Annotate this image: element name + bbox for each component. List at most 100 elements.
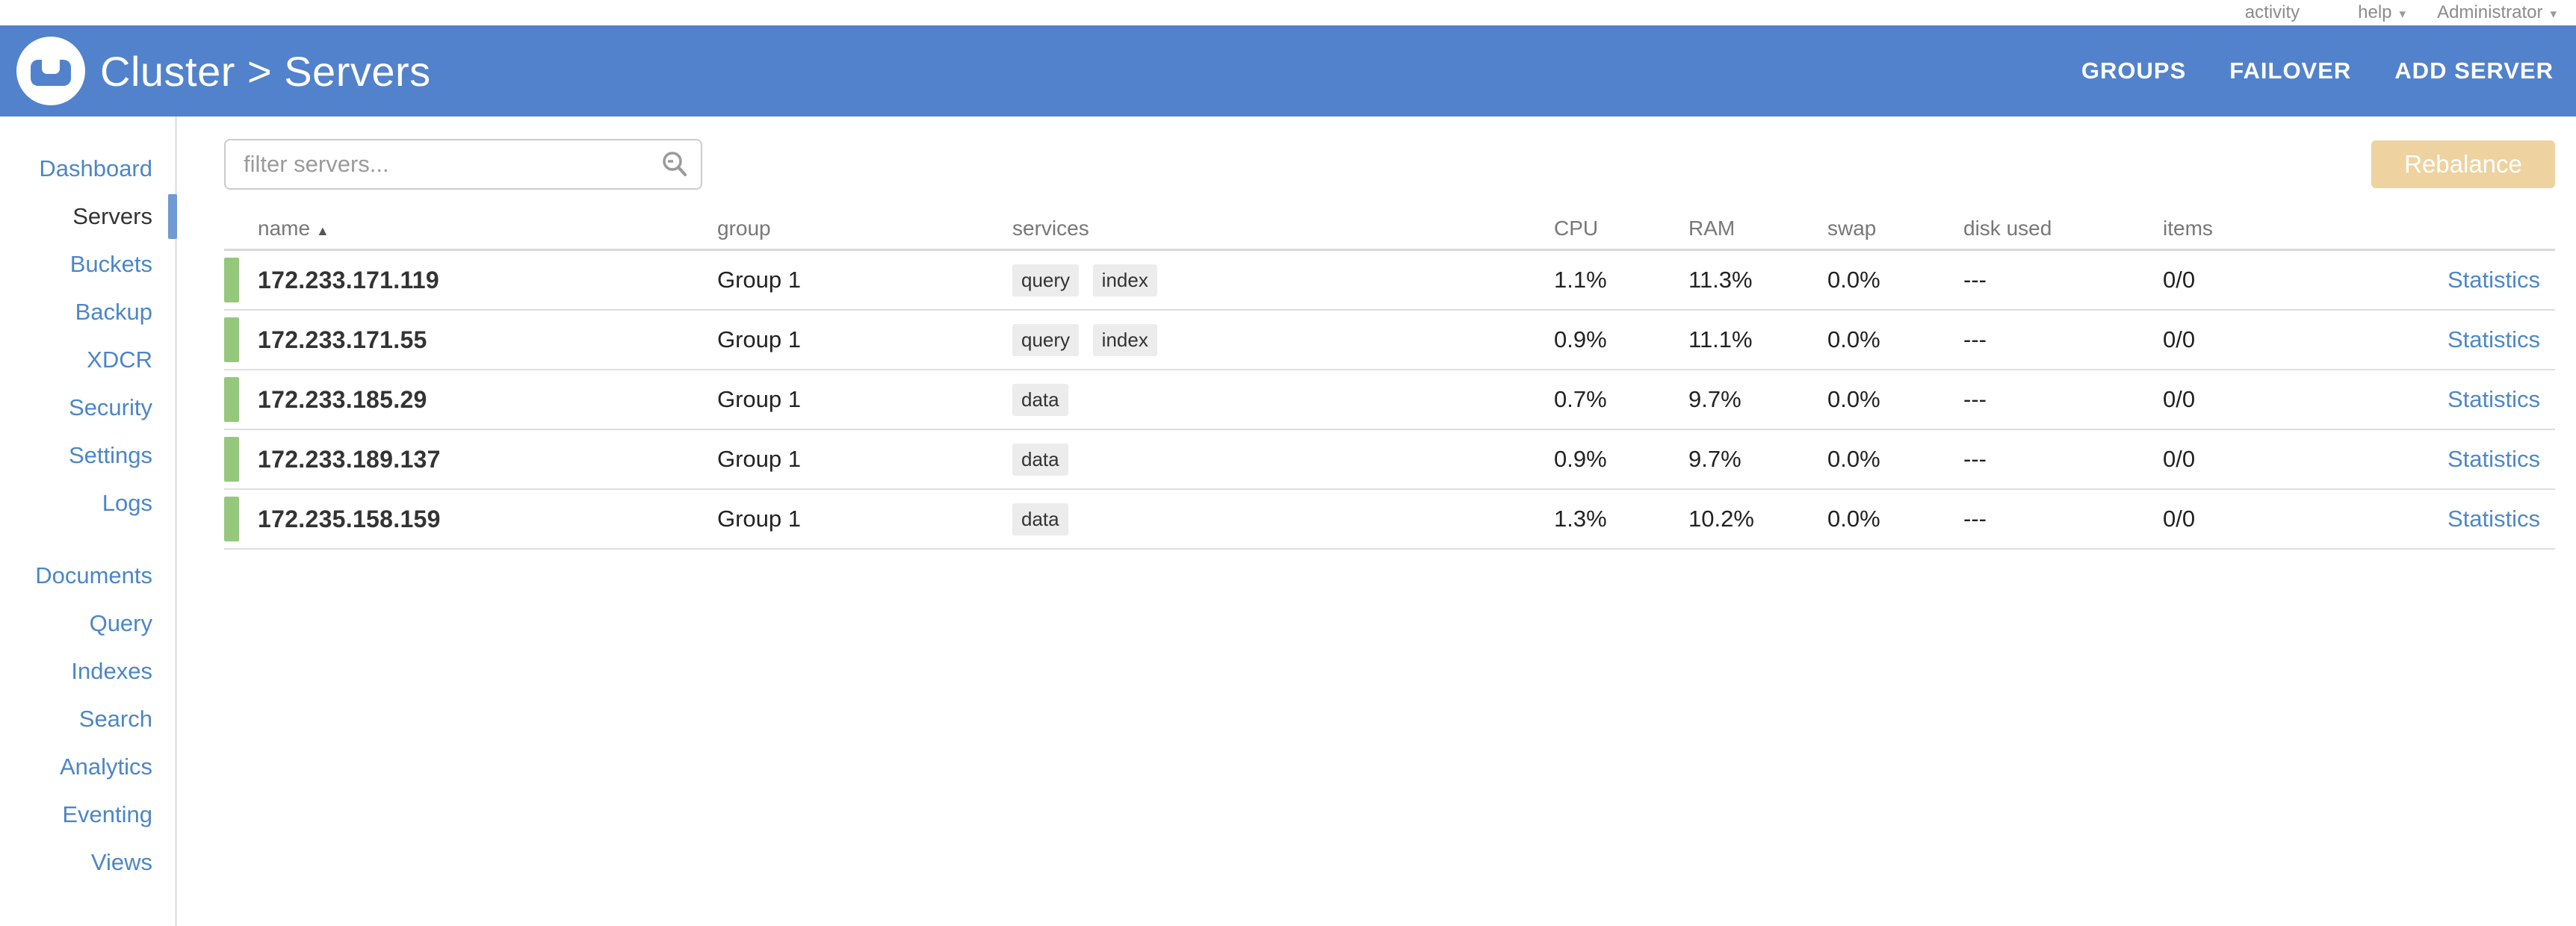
sort-asc-icon: ▲: [316, 223, 329, 238]
server-disk-used: ---: [1963, 326, 1987, 352]
help-menu[interactable]: help ▾: [2358, 2, 2406, 23]
server-group: Group 1: [717, 506, 802, 532]
service-badge: query: [1012, 264, 1080, 296]
statistics-cell: Statistics: [2372, 267, 2555, 293]
server-name: 172.233.185.29: [258, 385, 427, 413]
server-items: 0/0: [2163, 267, 2196, 293]
server-swap: 0.0%: [1827, 506, 1880, 532]
column-header-items[interactable]: items: [2163, 216, 2213, 240]
sidebar-item[interactable]: Security: [69, 394, 152, 420]
servers-toolbar: Rebalance: [224, 139, 2555, 190]
sidebar-item[interactable]: Views: [90, 849, 152, 875]
column-header-group[interactable]: group: [717, 216, 771, 240]
servers-table: name ▲ group services CPU RAM swap disk u…: [224, 208, 2555, 550]
user-menu[interactable]: Administrator ▾: [2437, 2, 2557, 23]
service-badge: index: [1092, 323, 1157, 356]
server-ram: 9.7%: [1688, 386, 1741, 412]
column-header-cpu[interactable]: CPU: [1554, 216, 1599, 240]
service-badge: query: [1012, 323, 1080, 356]
server-row: 172.233.171.55 Group 1 query index 0.9% …: [224, 311, 2555, 370]
sidebar-item[interactable]: Analytics: [59, 753, 152, 780]
sidebar-item[interactable]: XDCR: [87, 347, 152, 373]
failover-button[interactable]: FAILOVER: [2229, 58, 2352, 84]
page-title: Cluster > Servers: [100, 47, 431, 95]
server-row: 172.235.158.159 Group 1 data 1.3% 10.2% …: [224, 490, 2555, 550]
column-header-name[interactable]: name ▲: [258, 217, 717, 240]
server-name: 172.233.171.119: [258, 266, 439, 293]
column-header-disk-used[interactable]: disk used: [1963, 216, 2052, 240]
add-server-button[interactable]: ADD SERVER: [2394, 58, 2554, 84]
server-name: 172.233.189.137: [258, 445, 441, 473]
table-header-row: name ▲ group services CPU RAM swap disk u…: [224, 208, 2555, 251]
server-items: 0/0: [2163, 446, 2196, 472]
server-services: query index: [1012, 264, 1554, 296]
sidebar-item[interactable]: Documents: [35, 562, 152, 588]
statistics-cell: Statistics: [2372, 326, 2555, 353]
service-badge: index: [1092, 264, 1157, 296]
server-cpu: 1.1%: [1554, 267, 1607, 293]
help-label: help: [2358, 2, 2392, 22]
service-badge: data: [1012, 503, 1068, 535]
sidebar-item[interactable]: Search: [78, 706, 152, 732]
service-badge: data: [1012, 443, 1068, 476]
activity-link[interactable]: activity: [2244, 2, 2300, 22]
status-cell: [224, 377, 258, 422]
column-header-services[interactable]: services: [1012, 216, 1089, 240]
server-swap: 0.0%: [1827, 326, 1880, 352]
server-items: 0/0: [2163, 386, 2196, 412]
statistics-link[interactable]: Statistics: [2447, 326, 2540, 352]
server-status-indicator: [224, 258, 239, 302]
server-group: Group 1: [717, 326, 802, 352]
column-header-swap[interactable]: swap: [1827, 216, 1877, 240]
server-group: Group 1: [717, 446, 802, 472]
server-cpu: 0.9%: [1554, 446, 1607, 472]
server-row: 172.233.185.29 Group 1 data 0.7% 9.7% 0.…: [224, 370, 2555, 430]
server-status-indicator: [224, 497, 239, 541]
sidebar-item[interactable]: Query: [89, 610, 152, 636]
groups-button[interactable]: GROUPS: [2081, 58, 2187, 84]
sidebar-item[interactable]: Servers: [0, 193, 177, 240]
server-services: data: [1012, 383, 1554, 416]
server-swap: 0.0%: [1827, 446, 1880, 472]
statistics-link[interactable]: Statistics: [2447, 446, 2540, 472]
column-header-name-label: name: [258, 216, 311, 240]
sidebar-item[interactable]: Backup: [75, 299, 152, 325]
statistics-link[interactable]: Statistics: [2447, 267, 2540, 293]
top-utility-bar: activity help ▾ Administrator ▾: [0, 0, 2576, 25]
content-shell: Dashboard Servers Buckets Backup XDCR Se…: [0, 116, 2576, 926]
column-header-ram[interactable]: RAM: [1688, 216, 1736, 240]
server-swap: 0.0%: [1827, 267, 1880, 293]
server-disk-used: ---: [1963, 386, 1987, 412]
server-cpu: 0.9%: [1554, 326, 1607, 352]
server-items: 0/0: [2163, 326, 2196, 352]
chevron-down-icon: ▾: [2399, 7, 2406, 21]
sidebar-item[interactable]: Logs: [102, 490, 152, 516]
server-ram: 11.3%: [1688, 267, 1753, 293]
sidebar-item[interactable]: Buckets: [69, 251, 152, 277]
rebalance-button[interactable]: Rebalance: [2371, 140, 2555, 188]
statistics-link[interactable]: Statistics: [2447, 506, 2540, 532]
sidebar-item[interactable]: Indexes: [71, 658, 152, 684]
app-header: Cluster > Servers GROUPS FAILOVER ADD SE…: [0, 25, 2576, 116]
user-name: Administrator: [2437, 2, 2543, 22]
chevron-down-icon: ▾: [2550, 7, 2557, 21]
service-badge: data: [1012, 383, 1068, 416]
main-panel: Rebalance name ▲ group services CPU RAM s…: [177, 116, 2576, 926]
header-actions: GROUPS FAILOVER ADD SERVER: [2081, 58, 2554, 84]
server-row: 172.233.189.137 Group 1 data 0.9% 9.7% 0…: [224, 430, 2555, 490]
filter-field-wrap: [224, 139, 702, 190]
sidebar: Dashboard Servers Buckets Backup XDCR Se…: [0, 116, 177, 926]
server-disk-used: ---: [1963, 446, 1987, 472]
sidebar-item[interactable]: Eventing: [62, 801, 152, 827]
server-services: query index: [1012, 323, 1554, 356]
server-cpu: 1.3%: [1554, 506, 1607, 532]
server-group: Group 1: [717, 386, 802, 412]
sidebar-item[interactable]: Settings: [68, 442, 152, 468]
server-status-indicator: [224, 317, 239, 362]
filter-servers-input[interactable]: [224, 139, 702, 190]
statistics-link[interactable]: Statistics: [2447, 386, 2540, 412]
sidebar-item[interactable]: Dashboard: [39, 155, 152, 181]
table-body: 172.233.171.119 Group 1 query index 1.1%…: [224, 251, 2555, 550]
server-disk-used: ---: [1963, 267, 1987, 293]
status-cell: [224, 497, 258, 541]
